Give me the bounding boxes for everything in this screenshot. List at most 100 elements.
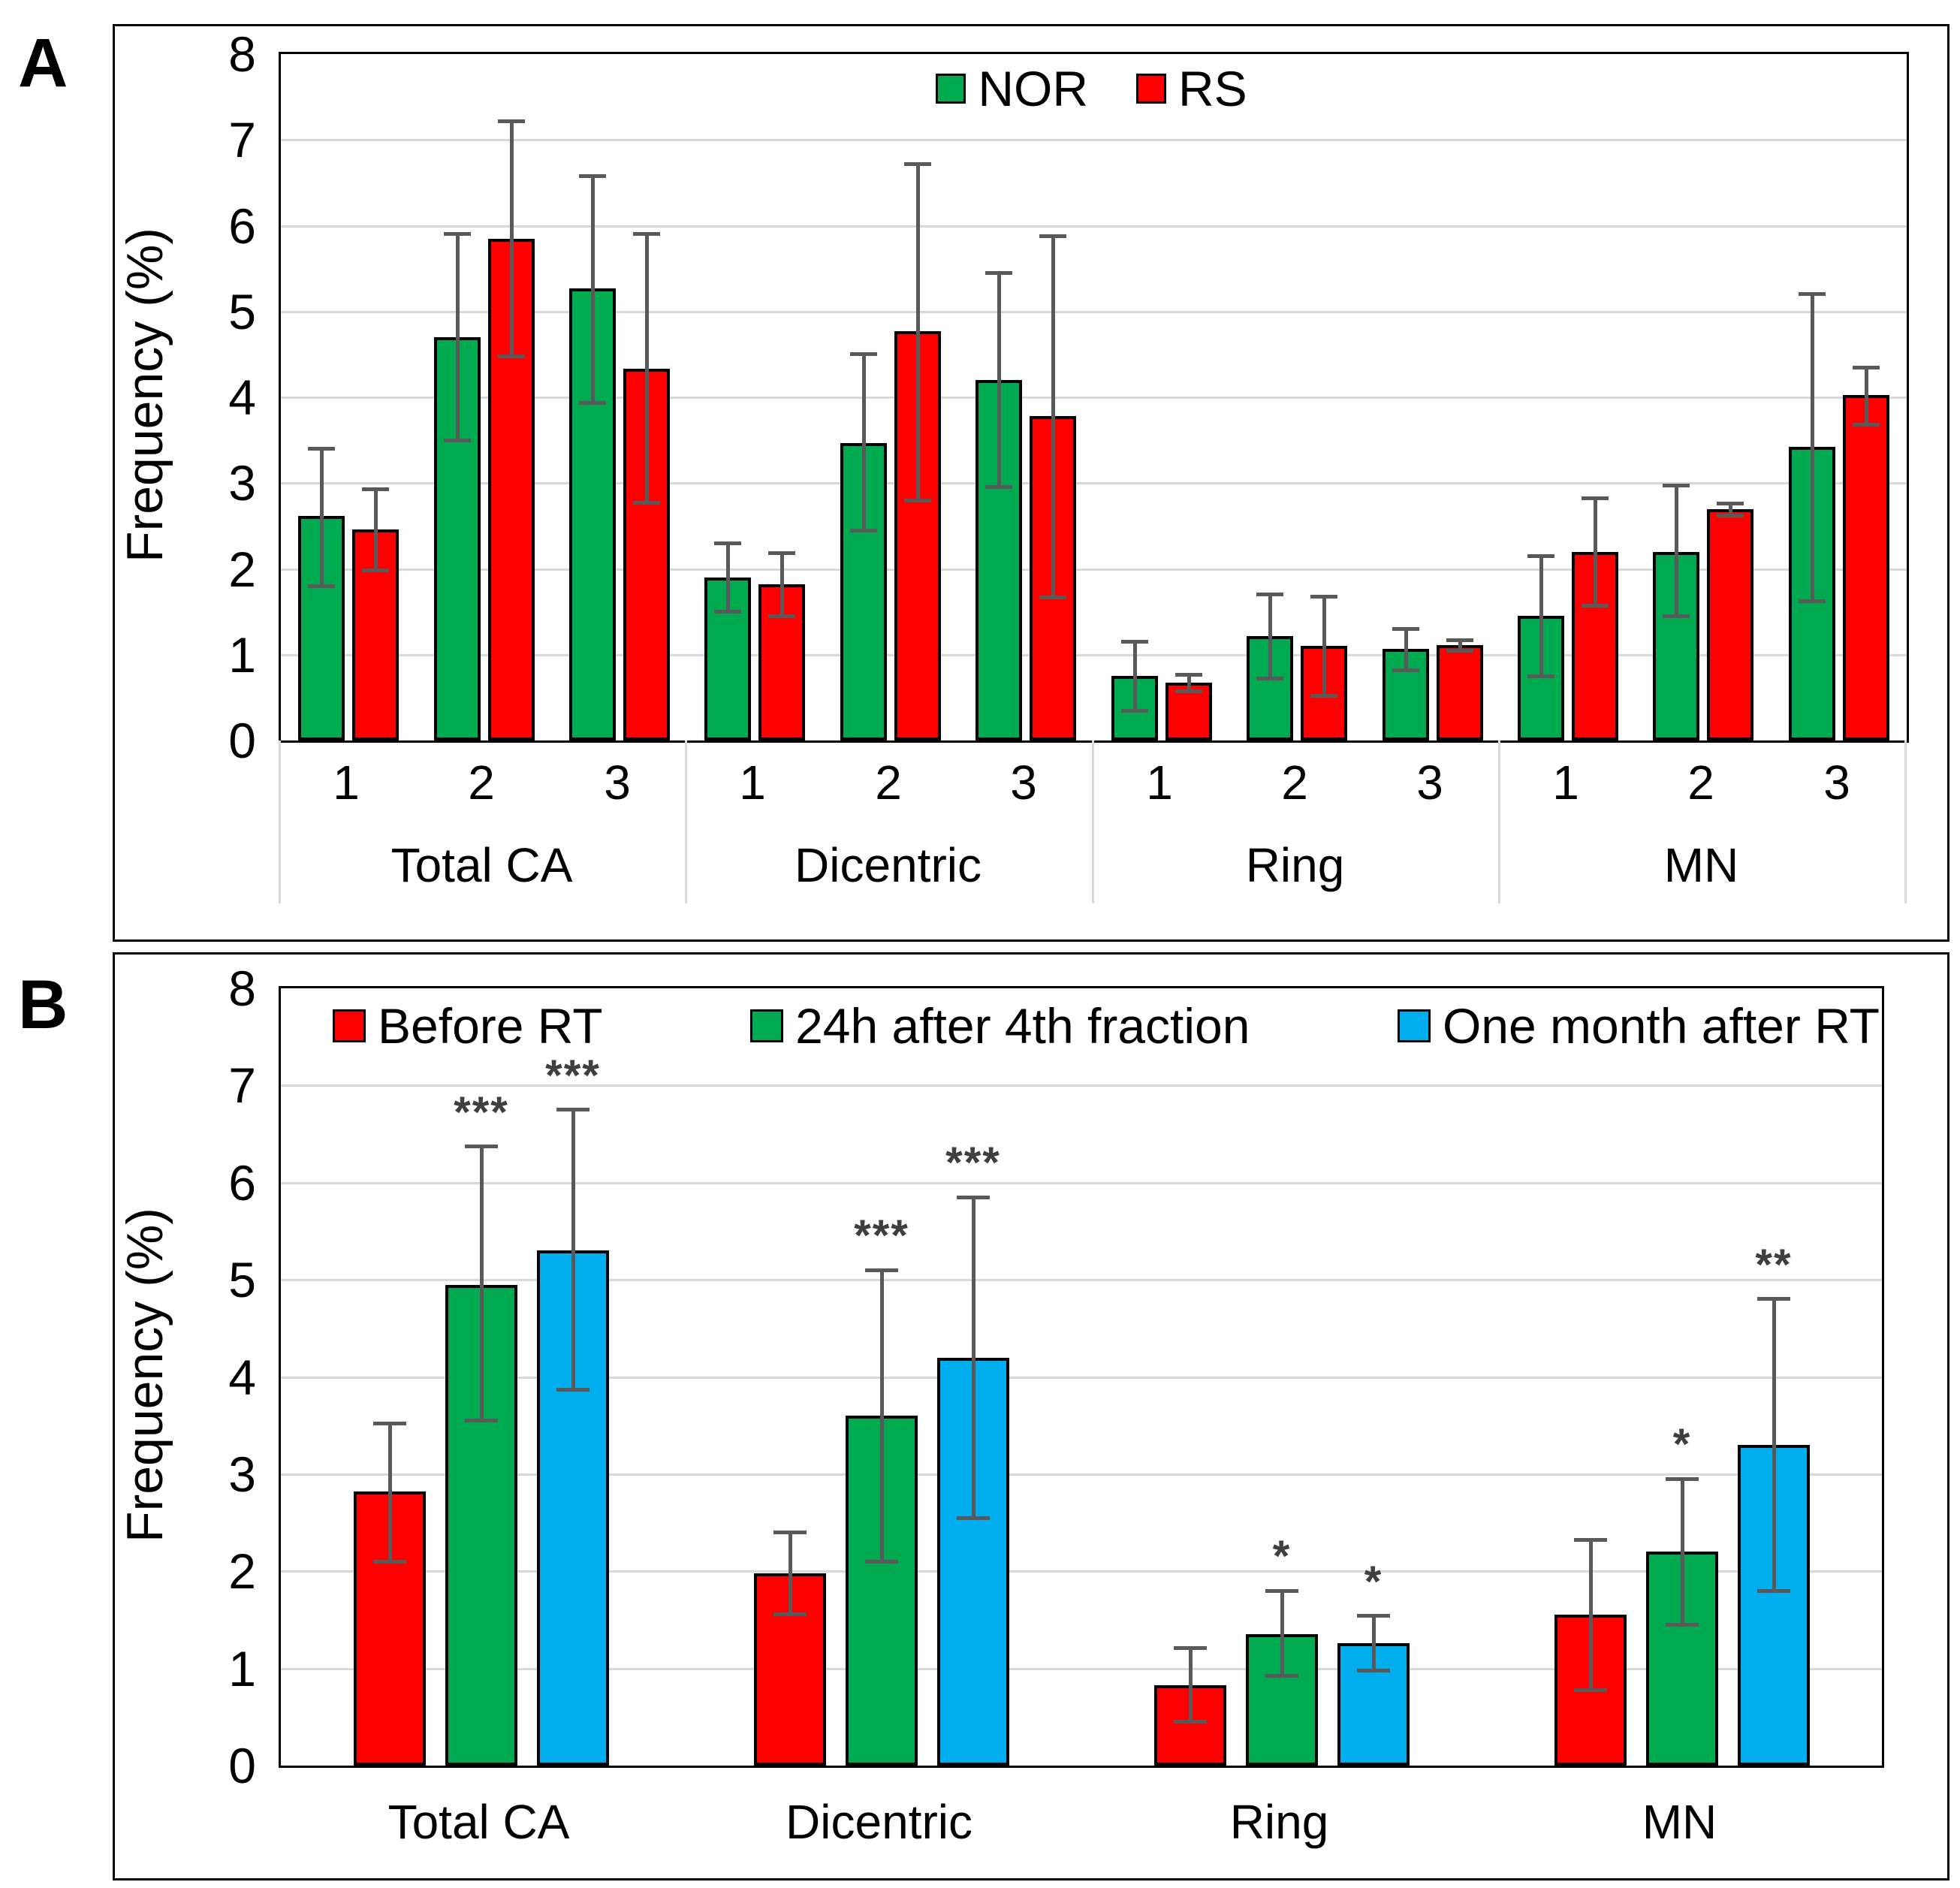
- nor-bar-dicentric-1: [704, 578, 751, 740]
- error-cap-high-24h-after-4th-fraction-bar-ring: [1265, 1589, 1298, 1593]
- error-bar-24h-after-4th-fraction-bar-total-ca: [480, 1147, 484, 1421]
- category-label-mn: MN: [1642, 1795, 1717, 1849]
- category-divider-3: [1498, 740, 1500, 903]
- error-cap-low-nor-bar-dicentric-1: [714, 610, 741, 614]
- error-bar-before-rt-bar-total-ca: [388, 1423, 392, 1561]
- category-label-total-ca: Total CA: [387, 1795, 570, 1849]
- error-cap-high-before-rt-bar-ring: [1174, 1646, 1207, 1650]
- error-bar-nor-bar-total-ca-3: [591, 176, 595, 403]
- error-bar-nor-bar-mn-1: [1539, 556, 1543, 676]
- error-cap-high-rs-bar-mn-1: [1582, 496, 1609, 500]
- legend: NOR RS: [279, 62, 1904, 115]
- error-cap-low-rs-bar-dicentric-1: [768, 614, 795, 618]
- error-cap-high-one-month-after-rt-bar-dicentric: [957, 1196, 990, 1199]
- gridline-4: [281, 1377, 1882, 1379]
- legend-item-before-rt: Before RT: [333, 1000, 603, 1052]
- error-cap-low-nor-bar-total-ca-2: [444, 439, 471, 442]
- error-bar-nor-bar-mn-3: [1811, 294, 1814, 602]
- error-cap-high-rs-bar-dicentric-1: [768, 551, 795, 555]
- error-cap-low-nor-bar-mn-3: [1799, 599, 1826, 603]
- significance-24h-after-4th-fraction-bar-total-ca: ***: [454, 1088, 509, 1137]
- error-cap-low-nor-bar-mn-2: [1663, 614, 1690, 618]
- error-bar-24h-after-4th-fraction-bar-dicentric: [880, 1270, 884, 1561]
- one-month-after-rt-bar-total-ca: [537, 1250, 609, 1766]
- error-cap-high-nor-bar-ring-2: [1256, 593, 1283, 596]
- error-bar-rs-bar-total-ca-1: [374, 489, 378, 571]
- legend-item-rs: RS: [1135, 62, 1247, 115]
- error-cap-high-rs-bar-dicentric-3: [1039, 234, 1066, 238]
- error-cap-high-nor-bar-dicentric-3: [985, 271, 1012, 275]
- error-cap-low-before-rt-bar-total-ca: [373, 1560, 406, 1564]
- error-cap-high-rs-bar-total-ca-1: [362, 487, 389, 491]
- error-bar-nor-bar-ring-2: [1268, 595, 1272, 679]
- error-bar-nor-bar-dicentric-1: [726, 544, 730, 612]
- gridline-6: [281, 225, 1907, 228]
- subgroup-label-total-ca-2: 2: [468, 756, 495, 810]
- error-cap-high-nor-bar-total-ca-3: [579, 174, 606, 178]
- y-tick-1: 1: [228, 627, 256, 683]
- nor-bar-ring-2: [1247, 636, 1293, 740]
- rs-bar-mn-3: [1843, 395, 1889, 740]
- panel-a-frame: Frequency (%) 0 1 2 3 4 5 6 7 8 Total CA 1 2 3 Dicentr…: [113, 24, 1949, 942]
- y-tick-3: 3: [228, 1446, 256, 1502]
- y-tick-7: 7: [228, 1057, 256, 1113]
- error-bar-before-rt-bar-dicentric: [789, 1532, 792, 1614]
- error-cap-low-24h-after-4th-fraction-bar-mn: [1666, 1623, 1699, 1627]
- category-label-ring: Ring: [1245, 838, 1345, 892]
- error-cap-low-rs-bar-total-ca-1: [362, 569, 389, 572]
- error-cap-high-nor-bar-mn-2: [1663, 484, 1690, 487]
- error-cap-low-nor-bar-ring-2: [1256, 677, 1283, 680]
- error-cap-low-24h-after-4th-fraction-bar-ring: [1265, 1674, 1298, 1678]
- category-label-mn: MN: [1663, 838, 1739, 892]
- legend-item-24h-after-4th-fraction: 24h after 4th fraction: [750, 1000, 1250, 1052]
- y-tick-8: 8: [228, 26, 256, 82]
- error-cap-low-rs-bar-ring-2: [1310, 694, 1337, 698]
- rs-bar-ring-3: [1437, 645, 1483, 740]
- error-cap-low-nor-bar-ring-3: [1392, 668, 1419, 672]
- gridline-2: [281, 569, 1907, 571]
- category-divider-4: [1904, 740, 1907, 903]
- error-bar-rs-bar-dicentric-2: [916, 164, 920, 500]
- subgroup-label-mn-3: 3: [1823, 756, 1850, 810]
- y-tick-0: 0: [228, 1738, 256, 1793]
- y-tick-5: 5: [228, 1252, 256, 1307]
- y-tick-4: 4: [228, 369, 256, 425]
- error-bar-one-month-after-rt-bar-ring: [1372, 1616, 1376, 1670]
- subgroup-label-mn-2: 2: [1687, 756, 1714, 810]
- error-cap-low-nor-bar-mn-1: [1527, 674, 1554, 678]
- subgroup-label-dicentric-3: 3: [1010, 756, 1037, 810]
- y-tick-4: 4: [228, 1350, 256, 1405]
- error-bar-one-month-after-rt-bar-total-ca: [571, 1109, 575, 1389]
- subgroup-label-ring-1: 1: [1146, 756, 1173, 810]
- legend-label-24h-after-4th-fraction: 24h after 4th fraction: [795, 998, 1250, 1054]
- error-bar-nor-bar-mn-2: [1675, 485, 1678, 616]
- error-bar-rs-bar-mn-2: [1729, 504, 1732, 516]
- error-cap-low-rs-bar-ring-3: [1446, 649, 1473, 653]
- error-cap-low-nor-bar-dicentric-2: [850, 529, 877, 532]
- legend-swatch-before-rt: [333, 1009, 366, 1042]
- error-cap-high-nor-bar-total-ca-1: [308, 447, 335, 451]
- error-bar-rs-bar-dicentric-3: [1051, 236, 1055, 597]
- error-cap-low-rs-bar-mn-1: [1582, 604, 1609, 608]
- error-cap-high-nor-bar-dicentric-2: [850, 352, 877, 356]
- error-bar-nor-bar-ring-1: [1133, 642, 1137, 710]
- significance-24h-after-4th-fraction-bar-mn: *: [1672, 1420, 1692, 1469]
- error-cap-low-rs-bar-ring-1: [1175, 689, 1202, 693]
- error-cap-high-nor-bar-mn-3: [1799, 292, 1826, 296]
- error-cap-high-nor-bar-total-ca-2: [444, 232, 471, 236]
- error-bar-rs-bar-mn-3: [1865, 367, 1868, 425]
- panel-b-letter: B: [18, 967, 68, 1043]
- error-cap-high-rs-bar-ring-3: [1446, 638, 1473, 642]
- error-bar-nor-bar-dicentric-2: [862, 354, 866, 530]
- error-cap-high-one-month-after-rt-bar-mn: [1757, 1297, 1790, 1301]
- subgroup-label-ring-3: 3: [1416, 756, 1443, 810]
- error-bar-nor-bar-total-ca-1: [320, 448, 324, 586]
- gridline-1: [281, 1668, 1882, 1670]
- chart-b: Frequency (%) 0 1 2 3 4 5 6 7 8 *** *** *** *** * * * ** T…: [115, 955, 1947, 1878]
- gridline-4: [281, 397, 1907, 399]
- error-cap-high-nor-bar-ring-1: [1121, 640, 1148, 644]
- error-cap-low-rs-bar-mn-2: [1717, 514, 1744, 517]
- error-cap-low-rs-bar-mn-3: [1853, 423, 1880, 427]
- error-cap-high-rs-bar-ring-1: [1175, 673, 1202, 677]
